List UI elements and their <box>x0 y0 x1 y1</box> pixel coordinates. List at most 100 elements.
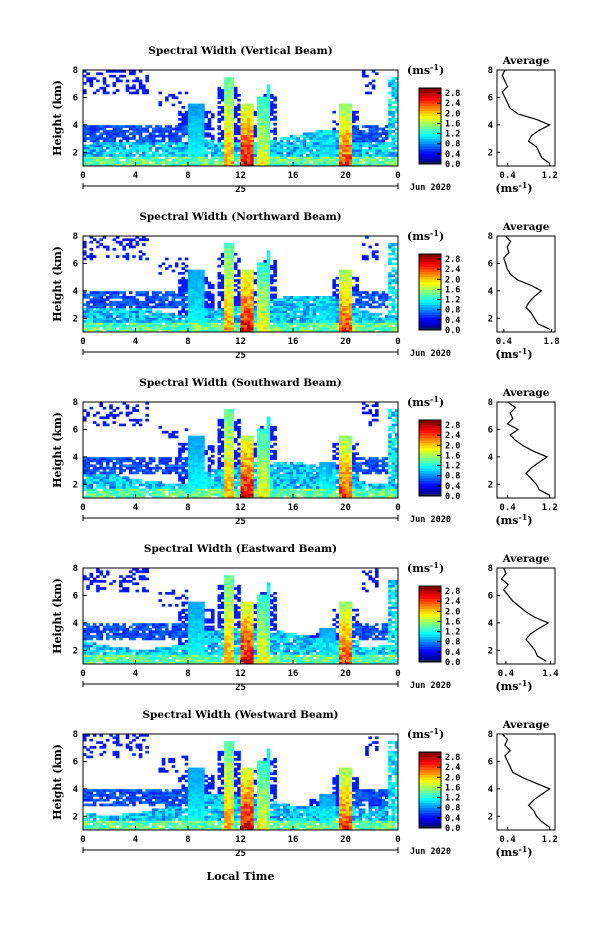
heatmap-cell <box>283 303 287 306</box>
heatmap-cell <box>276 298 281 302</box>
heatmap-cell <box>335 122 340 126</box>
heatmap-cell <box>240 144 245 148</box>
heatmap-cell <box>378 154 382 157</box>
heatmap-cell <box>115 488 120 492</box>
heatmap-cell <box>178 317 182 321</box>
heatmap-cell <box>352 146 356 150</box>
heatmap-cell <box>273 154 277 157</box>
heatmap-cell <box>201 457 205 460</box>
heatmap-cell <box>161 430 166 434</box>
heatmap-cell <box>355 310 359 314</box>
heatmap-cell <box>256 308 261 311</box>
heatmap-cell <box>263 103 268 107</box>
heatmap-cell <box>165 464 169 468</box>
heatmap-cell <box>174 139 179 143</box>
heatmap-cell <box>171 146 176 150</box>
heatmap-cell <box>171 469 176 472</box>
heatmap-cell <box>224 130 228 133</box>
heatmap-cell <box>132 146 136 150</box>
heatmap-cell <box>220 445 225 448</box>
heatmap-cell <box>197 158 202 162</box>
heatmap-cell <box>128 158 133 162</box>
heatmap-cell <box>247 125 251 128</box>
heatmap-cell <box>263 154 268 157</box>
heatmap-cell <box>260 305 264 309</box>
heatmap-cell <box>338 291 343 294</box>
heatmap-cell <box>260 158 264 162</box>
heatmap-cell <box>135 469 140 472</box>
heatmap-cell <box>204 149 208 152</box>
heatmap-cell <box>348 300 353 304</box>
heatmap-cell <box>155 154 159 157</box>
heatmap-cell <box>151 296 156 299</box>
heatmap-cell <box>83 418 87 422</box>
heatmap-cell <box>345 122 350 126</box>
heatmap-cell <box>135 163 140 167</box>
heatmap-cell <box>178 310 182 314</box>
heatmap-cell <box>319 300 323 304</box>
heatmap-cell <box>375 125 379 128</box>
heatmap-cell <box>109 481 113 484</box>
heatmap-cell <box>132 418 136 422</box>
heatmap-cell <box>168 303 172 306</box>
heatmap-cell <box>237 462 241 465</box>
heatmap-cell <box>391 279 396 282</box>
heatmap-cell <box>112 469 117 472</box>
heatmap-cell <box>102 315 107 318</box>
heatmap-cell <box>240 327 245 330</box>
heatmap-cell <box>243 310 248 314</box>
heatmap-cell <box>99 471 103 475</box>
heatmap-cell <box>109 411 113 415</box>
heatmap-cell <box>171 312 176 316</box>
heatmap-cell <box>96 139 100 143</box>
heatmap-cell <box>171 315 176 318</box>
heatmap-cell <box>207 158 212 162</box>
heatmap-cell <box>217 264 222 268</box>
heatmap-cell <box>184 269 189 273</box>
heatmap-cell <box>302 298 307 302</box>
colorbar-bin <box>419 312 441 316</box>
heatmap-cell <box>122 481 126 484</box>
heatmap-cell <box>115 300 120 304</box>
heatmap-cell <box>207 327 212 330</box>
heatmap-cell <box>230 149 235 152</box>
heatmap-cell <box>89 310 94 314</box>
heatmap-cell <box>306 144 310 148</box>
heatmap-cell <box>247 144 251 148</box>
heatmap-cell <box>332 158 336 162</box>
heatmap-cell <box>224 291 228 294</box>
heatmap-cell <box>184 110 189 114</box>
heatmap-cell <box>168 142 172 145</box>
heatmap-cell <box>105 296 110 299</box>
heatmap-cell <box>89 84 94 88</box>
heatmap-cell <box>210 447 215 451</box>
heatmap-cell <box>171 483 176 487</box>
heatmap-cell <box>250 154 254 157</box>
heatmap-cell <box>263 98 268 102</box>
heatmap-cell <box>178 110 182 114</box>
heatmap-cell <box>260 132 264 136</box>
heatmap-cell <box>253 442 258 446</box>
heatmap-cell <box>197 459 202 463</box>
heatmap-cell <box>240 113 245 116</box>
heatmap-cell <box>89 144 94 148</box>
heatmap-cell <box>184 464 189 468</box>
heatmap-cell <box>220 418 225 422</box>
heatmap-cell <box>306 327 310 330</box>
heatmap-cell <box>230 115 235 119</box>
heatmap-cell <box>365 329 369 333</box>
heatmap-cell <box>224 445 228 448</box>
heatmap-cell <box>348 122 353 126</box>
heatmap-cell <box>230 308 235 311</box>
heatmap-cell <box>158 320 163 323</box>
heatmap-cell <box>237 281 241 285</box>
heatmap-cell <box>348 125 353 128</box>
heatmap-cell <box>355 134 359 138</box>
heatmap-cell <box>358 298 363 302</box>
heatmap-cell <box>191 276 195 280</box>
heatmap-cell <box>299 320 304 323</box>
heatmap-cell <box>92 495 97 499</box>
heatmap-cell <box>224 118 228 121</box>
heatmap-cell <box>322 315 327 318</box>
heatmap-cell <box>105 134 110 138</box>
